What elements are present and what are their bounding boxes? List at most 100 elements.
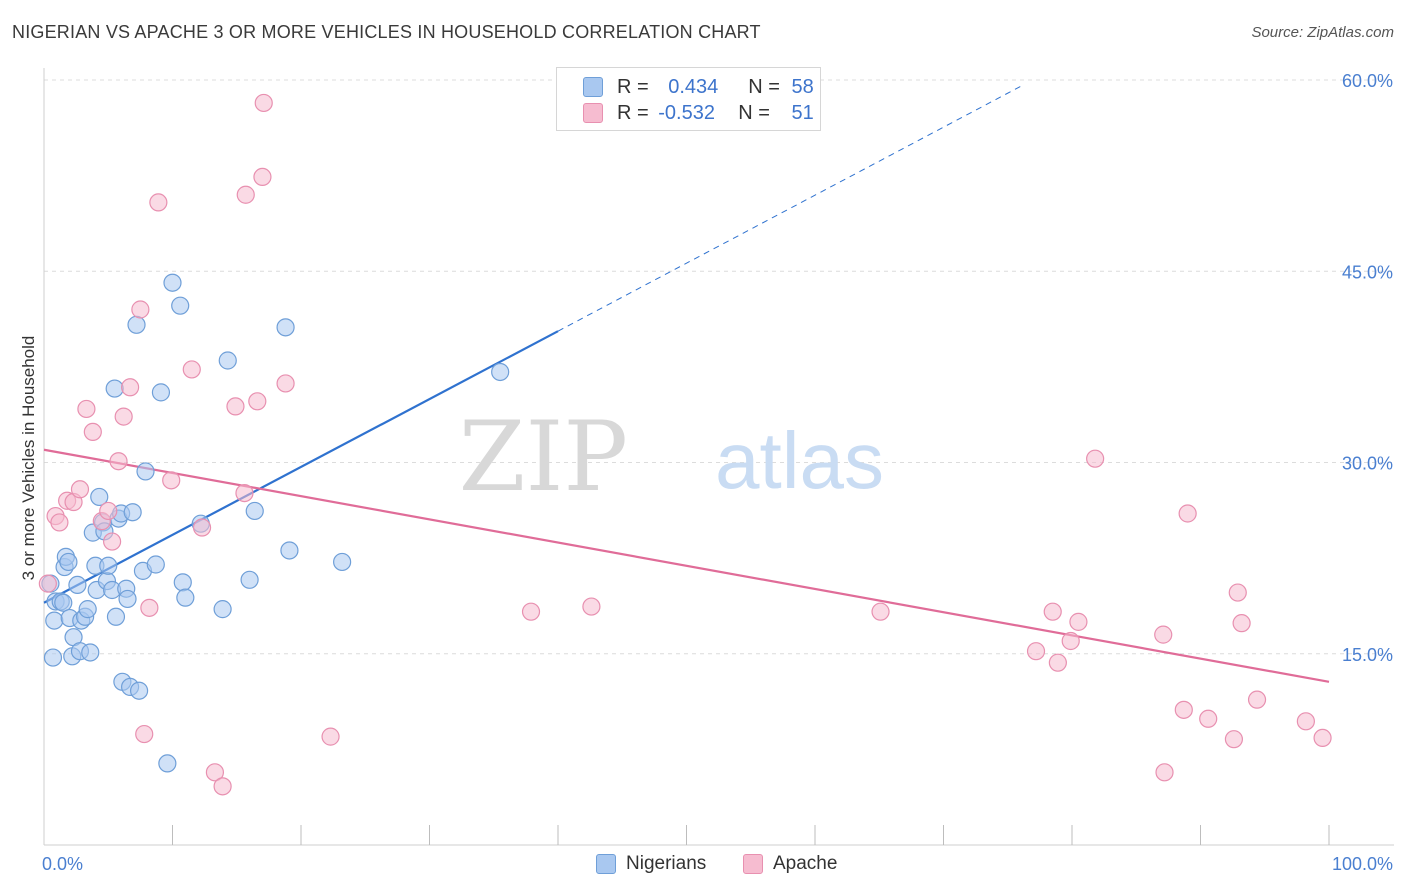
r-label: R =	[617, 75, 655, 98]
nigerians-point	[280, 541, 299, 560]
apache-point	[1154, 625, 1173, 644]
apache-point	[38, 574, 57, 593]
axes	[43, 68, 1394, 846]
y-tick-label: 45.0%	[1342, 262, 1393, 282]
nigerians-legend-label: Nigerians	[626, 853, 707, 874]
nigerians-point	[491, 362, 510, 382]
nigerians-point	[213, 600, 232, 619]
chart-title: NIGERIAN VS APACHE 3 OR MORE VEHICLES IN…	[12, 22, 761, 42]
n-label: N =	[748, 75, 786, 98]
r-value: -0.532	[658, 101, 715, 124]
apache-point	[192, 518, 212, 537]
legend-row-apache: R = -0.532 N = 51	[557, 100, 814, 126]
nigerians-point	[43, 648, 63, 667]
n-value: 51	[791, 101, 814, 124]
apache-point	[120, 378, 140, 397]
nigerians-swatch	[583, 77, 603, 97]
apache-point	[77, 399, 96, 419]
apache-point	[1232, 614, 1251, 633]
apache-point	[131, 300, 150, 319]
x-tick-label: 100.0%	[1332, 854, 1393, 874]
nigerians-point	[163, 273, 182, 292]
apache-point	[109, 452, 128, 471]
apache-point	[1048, 653, 1067, 672]
apache-point	[1026, 642, 1046, 661]
apache-point	[582, 597, 601, 616]
nigerians-point	[78, 600, 97, 619]
nigerians-point	[173, 573, 192, 592]
apache-point	[114, 407, 133, 426]
apache-point	[1061, 631, 1080, 651]
x-tick-label: 0.0%	[42, 854, 83, 874]
source-label: Source: ZipAtlas.com	[1251, 24, 1394, 41]
apache-point	[276, 374, 295, 393]
apache-point	[1086, 449, 1105, 468]
nigerians-point	[136, 462, 155, 481]
apache-point	[321, 727, 340, 746]
apache-point	[135, 724, 154, 744]
apache-point	[205, 763, 225, 782]
apache-point	[140, 598, 159, 617]
correlation-legend: R = 0.434 N = 58 R = -0.532 N = 51	[556, 67, 821, 131]
apache-swatch	[583, 103, 603, 123]
r-label: R =	[617, 101, 655, 124]
apache-trend-line	[43, 448, 1330, 683]
apache-point	[236, 185, 255, 204]
grid-lines	[44, 79, 1394, 655]
nigerians-point	[90, 487, 109, 507]
nigerians-point	[68, 575, 87, 595]
nigerians-point	[218, 351, 237, 370]
legend-item-apache[interactable]: Apache	[743, 852, 837, 876]
apache-point	[1228, 583, 1247, 602]
y-tick-label: 30.0%	[1342, 454, 1393, 474]
nigerians-point	[59, 552, 78, 572]
apache-point	[1069, 612, 1088, 631]
nigerians-point	[333, 552, 352, 572]
n-value: 58	[791, 75, 814, 98]
nigerians-point	[176, 588, 195, 607]
apache-point	[1155, 763, 1174, 782]
apache-point	[254, 93, 273, 113]
apache-point	[1313, 728, 1332, 748]
r-value: 0.434	[668, 75, 719, 98]
nigerians-point	[81, 643, 100, 662]
apache-point	[1247, 690, 1267, 709]
apache-point	[248, 392, 267, 411]
nigerians-point	[54, 593, 73, 612]
apache-point	[1199, 709, 1218, 728]
nigerians-point	[127, 315, 146, 334]
apache-point	[162, 471, 181, 490]
nigerians-point	[146, 555, 165, 574]
nigerians-point	[123, 503, 142, 522]
nigerians-point	[99, 556, 118, 575]
apache-point	[1174, 700, 1193, 719]
y-tick-label: 15.0%	[1342, 645, 1393, 665]
apache-point	[1296, 712, 1315, 731]
apache-point	[149, 193, 168, 212]
watermark-atlas: atlas	[715, 416, 884, 505]
nigerians-point	[129, 681, 149, 700]
nigerians-point	[240, 570, 259, 589]
apache-point	[103, 532, 122, 551]
y-axis-label: 3 or more Vehicles in Household	[19, 336, 38, 581]
apache-point	[521, 602, 541, 621]
nigerians-point	[118, 589, 137, 609]
apache-point	[99, 501, 118, 521]
apache-legend-swatch	[743, 854, 763, 874]
nigerians-point	[106, 607, 126, 626]
nigerians-point	[45, 611, 64, 630]
nigerians-trend-line	[43, 330, 559, 604]
tick-labels: 15.0% 30.0% 45.0% 60.0% 0.0% 100.0%	[42, 71, 1393, 874]
apache-point	[182, 360, 201, 379]
apache-legend-label: Apache	[773, 853, 838, 874]
apache-point	[235, 484, 254, 503]
legend-row-nigerians: R = 0.434 N = 58	[557, 74, 814, 100]
nigerians-legend-swatch	[596, 854, 616, 874]
apache-point	[1178, 504, 1197, 523]
nigerians-point	[158, 754, 177, 773]
legend-item-nigerians[interactable]: Nigerians	[596, 852, 706, 876]
nigerians-point	[245, 501, 264, 521]
apache-point	[226, 397, 245, 416]
n-label: N =	[738, 101, 776, 124]
